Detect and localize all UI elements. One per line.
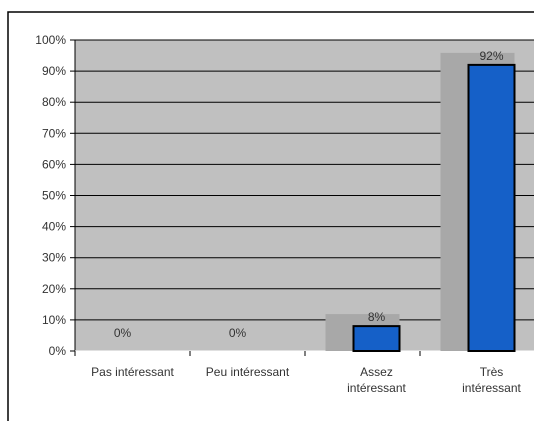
data-label: 0% (229, 326, 247, 340)
y-tick-label: 80% (42, 95, 66, 109)
x-tick-label: intéressant (347, 381, 406, 395)
x-tick-label: intéressant (462, 381, 521, 395)
y-tick-label: 100% (35, 33, 66, 47)
x-tick-label: Très (480, 365, 504, 379)
x-tick-label: Peu intéressant (206, 365, 290, 379)
y-tick-label: 50% (42, 189, 66, 203)
bar (352, 325, 401, 352)
data-label: 8% (368, 310, 386, 324)
data-label: 92% (479, 49, 503, 63)
y-tick-label: 30% (42, 251, 66, 265)
x-tick-label: Assez (360, 365, 393, 379)
x-tick-label: Pas intéressant (91, 365, 174, 379)
y-tick-label: 20% (42, 282, 66, 296)
y-tick-label: 70% (42, 126, 66, 140)
y-tick-label: 10% (42, 313, 66, 327)
y-tick-label: 60% (42, 157, 66, 171)
y-tick-label: 0% (49, 344, 67, 358)
y-tick-label: 90% (42, 64, 66, 78)
bar (467, 63, 516, 352)
data-label: 0% (114, 326, 132, 340)
y-tick-label: 40% (42, 220, 66, 234)
